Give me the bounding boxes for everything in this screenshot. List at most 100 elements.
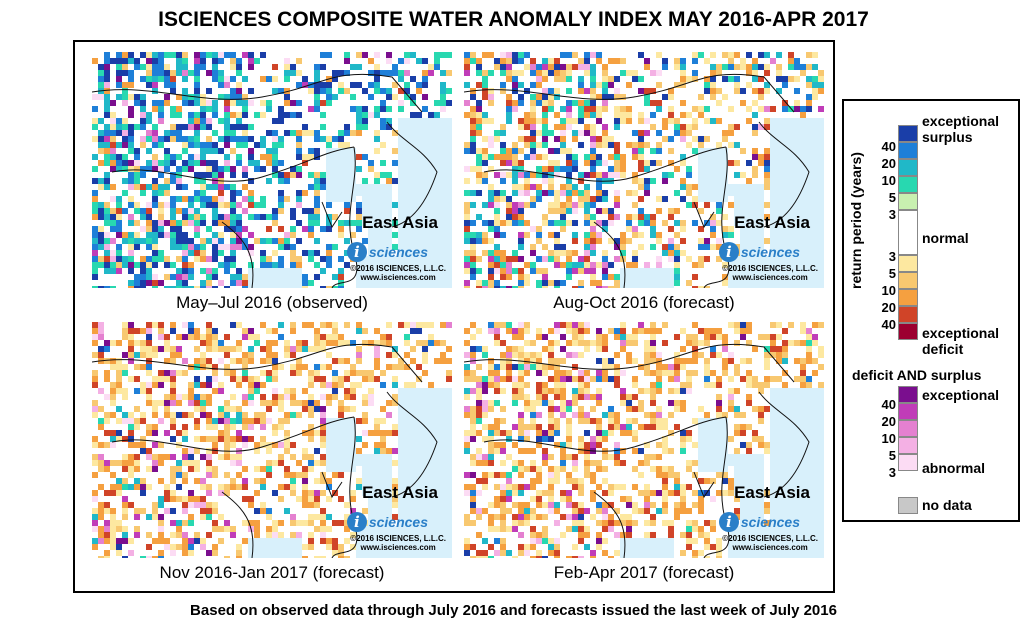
page-title: ISCIENCES COMPOSITE WATER ANOMALY INDEX … (158, 8, 869, 31)
legend-swatch-both (898, 386, 918, 403)
legend-swatch-surplus (898, 193, 918, 210)
legend-number: 40 (881, 397, 896, 412)
border-line (758, 121, 810, 228)
region-label: East Asia (362, 213, 438, 232)
legend-text: exceptional (922, 113, 1000, 129)
border-line (483, 146, 727, 182)
legend-swatch-surplus (898, 142, 918, 159)
copyright: ©2016 ISCIENCES, L.L.C. www.isciences.co… (722, 534, 818, 552)
website-url: www.isciences.com (360, 543, 436, 552)
logo-i-icon: i (718, 242, 739, 262)
legend-label-both-exceptional: exceptional (922, 387, 1000, 403)
legend-label-exceptional-surplus: exceptional surplus (922, 113, 999, 145)
border-line (386, 391, 438, 498)
border-line (464, 343, 795, 383)
copyright-text: ©2016 ISCIENCES, L.L.C. (722, 534, 818, 543)
map-panel-aug-oct-2016: East Asia i sciences ©2016 ISCIENCES, L.… (464, 52, 824, 288)
border-line (386, 121, 438, 228)
legend-swatch-deficit (898, 255, 918, 272)
panel-caption: Nov 2016-Jan 2017 (forecast) (159, 563, 385, 582)
legend-number: 10 (881, 431, 896, 446)
logo-text: sciences (368, 244, 428, 260)
legend-swatch-deficit (898, 323, 918, 340)
legend-swatch-surplus (898, 176, 918, 193)
region-label: East Asia (734, 213, 810, 232)
legend-number: 3 (888, 207, 896, 222)
legend-number: 10 (881, 283, 896, 298)
legend-swatch-surplus (898, 125, 918, 142)
map-panel-nov-jan: East Asia i sciences ©2016 ISCIENCES, L.… (92, 322, 452, 558)
legend-swatch-no-data (898, 497, 918, 514)
copyright-text: ©2016 ISCIENCES, L.L.C. (722, 264, 818, 273)
border-line (92, 343, 423, 383)
legend-number: 5 (888, 190, 896, 205)
region-label: East Asia (362, 483, 438, 502)
isciences-logo: i sciences (346, 512, 428, 532)
border-line (221, 221, 254, 288)
panel-caption: May–Jul 2016 (observed) (176, 293, 368, 312)
anomaly-grid (92, 322, 452, 558)
isciences-logo: i sciences (718, 242, 800, 262)
panel-caption: Feb-Apr 2017 (forecast) (553, 563, 735, 582)
copyright-text: ©2016 ISCIENCES, L.L.C. (350, 264, 446, 273)
logo-text: sciences (740, 244, 800, 260)
legend-swatch-surplus (898, 159, 918, 176)
logo-i-icon: i (718, 512, 739, 532)
legend-number: 3 (888, 249, 896, 264)
panel-caption: Aug-Oct 2016 (forecast) (553, 293, 735, 312)
website-url: www.isciences.com (360, 273, 436, 282)
legend-number: 5 (888, 266, 896, 281)
website-url: www.isciences.com (732, 273, 808, 282)
anomaly-map (92, 52, 452, 288)
border-line (593, 221, 626, 288)
logo-text: sciences (740, 514, 800, 530)
logo-text: sciences (368, 514, 428, 530)
border-line (593, 491, 626, 558)
border-line (758, 391, 810, 498)
legend-number: 40 (881, 317, 896, 332)
border-line (92, 73, 423, 113)
border-line (693, 201, 715, 229)
legend-swatch-deficit (898, 306, 918, 323)
border-line (693, 471, 715, 499)
anomaly-grid (464, 322, 824, 558)
logo-i-icon: i (346, 512, 367, 532)
border-line (483, 416, 727, 452)
copyright: ©2016 ISCIENCES, L.L.C. www.isciences.co… (350, 264, 446, 282)
legend-swatch-both (898, 454, 918, 471)
legend-number: 40 (881, 139, 896, 154)
border-line (321, 471, 343, 499)
legend-text: deficit (922, 341, 964, 357)
legend-axis-label: return period (years) (848, 152, 864, 289)
website-url: www.isciences.com (732, 543, 808, 552)
isciences-logo: i sciences (346, 242, 428, 262)
legend-title-both: deficit AND surplus (852, 367, 982, 383)
legend-number: 10 (881, 173, 896, 188)
border-line (111, 146, 355, 182)
anomaly-grid (464, 52, 824, 288)
legend-swatch-both (898, 420, 918, 437)
border-line (111, 416, 355, 452)
legend-number: 20 (881, 300, 896, 315)
legend-label-normal: normal (922, 230, 969, 246)
legend-text: surplus (922, 129, 973, 145)
legend-swatch-deficit (898, 272, 918, 289)
copyright: ©2016 ISCIENCES, L.L.C. www.isciences.co… (722, 264, 818, 282)
legend-swatch-normal (898, 210, 918, 255)
legend-label-abnormal: abnormal (922, 460, 986, 476)
legend-number: 3 (888, 465, 896, 480)
border-line (464, 73, 795, 113)
legend-label-no-data: no data (922, 497, 972, 513)
legend-number: 5 (888, 448, 896, 463)
copyright: ©2016 ISCIENCES, L.L.C. www.isciences.co… (350, 534, 446, 552)
footer-note: Based on observed data through July 2016… (190, 602, 837, 619)
isciences-logo: i sciences (718, 512, 800, 532)
region-label: East Asia (734, 483, 810, 502)
map-panels-frame: East Asia i sciences ©2016 ISCIENCES, L.… (73, 40, 835, 593)
legend-number: 20 (881, 414, 896, 429)
map-panel-may-jul-2016: East Asia i sciences ©2016 ISCIENCES, L.… (92, 52, 452, 288)
logo-i-icon: i (346, 242, 367, 262)
legend-number: 20 (881, 156, 896, 171)
anomaly-map (464, 322, 824, 558)
legend-swatch-deficit (898, 289, 918, 306)
